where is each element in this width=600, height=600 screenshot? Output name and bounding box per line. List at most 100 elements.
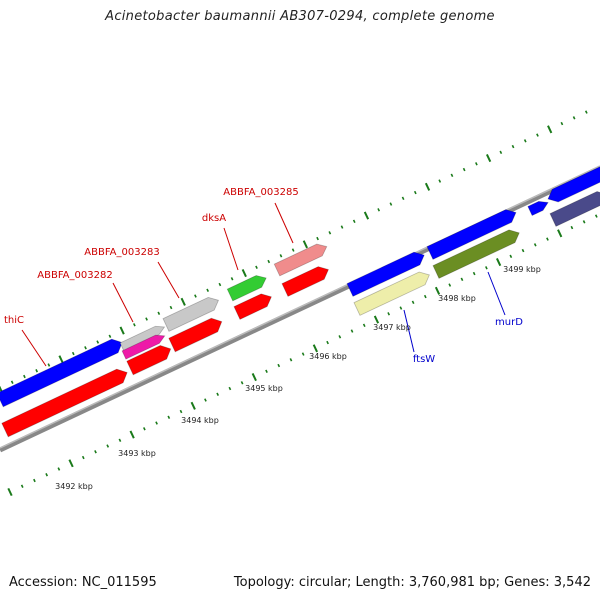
murD-gene	[432, 229, 520, 279]
dksA-gene	[226, 275, 267, 302]
minor-tick	[145, 317, 148, 321]
gene-red-3	[168, 317, 223, 353]
minor-tick	[399, 306, 403, 310]
minor-tick	[255, 265, 258, 269]
tick-label-3496-kbp: 3496 kbp	[309, 352, 347, 361]
minor-tick	[206, 288, 210, 292]
tick-label-3498-kbp: 3498 kbp	[438, 294, 476, 303]
minor-tick	[71, 351, 75, 356]
minor-tick	[194, 294, 197, 298]
minor-tick	[462, 167, 466, 172]
minor-tick	[584, 110, 588, 114]
gene-blue-5	[547, 166, 600, 203]
minor-tick	[423, 294, 427, 299]
minor-tick	[289, 358, 293, 362]
gene-red-1	[1, 368, 128, 438]
genome-backbone-highlight	[0, 165, 600, 449]
minor-tick	[240, 381, 244, 385]
gene-red-4	[233, 293, 272, 320]
minor-tick	[106, 444, 110, 448]
major-tick	[495, 258, 502, 267]
major-tick	[68, 459, 74, 468]
gene-navy	[549, 191, 600, 227]
minor-tick	[352, 219, 356, 224]
tick-label-3495-kbp: 3495 kbp	[245, 384, 283, 393]
tick-label-3499-kbp: 3499 kbp	[503, 265, 541, 274]
minor-tick	[448, 283, 452, 287]
minor-tick	[157, 311, 161, 315]
minor-tick	[218, 282, 222, 287]
major-tick	[119, 326, 125, 335]
callout-line	[21, 329, 47, 367]
minor-tick	[350, 329, 354, 333]
major-tick	[58, 355, 64, 364]
minor-tick	[45, 473, 49, 477]
callout-line	[112, 282, 134, 323]
gene-blue-4	[527, 200, 549, 217]
minor-tick	[96, 340, 100, 344]
minor-tick	[57, 467, 61, 471]
minor-tick	[204, 398, 207, 402]
minor-tick	[108, 334, 112, 338]
gene-label-murD: murD	[495, 317, 523, 328]
gene-blue-2	[346, 251, 425, 297]
major-tick	[547, 125, 553, 134]
ABBFA_003285-gene	[273, 243, 328, 277]
gene-label-dksA: dksA	[202, 213, 226, 224]
minor-tick	[472, 271, 476, 276]
gene-label-callouts: thiC ABBFA_003282 ABBFA_003283 dksA ABBFA_00…	[4, 187, 523, 367]
gene-red-5	[281, 266, 329, 297]
minor-tick	[377, 208, 381, 212]
tick-label-3493-kbp: 3493 kbp	[118, 449, 156, 458]
minor-tick	[33, 478, 36, 483]
minor-tick	[509, 254, 513, 259]
thiC-gene	[0, 338, 123, 408]
major-tick	[434, 286, 441, 295]
gene-label-ABBFA_003283: ABBFA_003283	[84, 247, 159, 258]
genome-backbone	[0, 165, 600, 453]
minor-tick	[387, 312, 391, 316]
inner-tick-track	[7, 214, 598, 497]
minor-tick	[411, 300, 415, 305]
tick-label-3497-kbp: 3497 kbp	[373, 323, 411, 332]
major-tick	[0, 385, 3, 393]
callout-line	[157, 261, 180, 299]
tick-label-3492-kbp: 3492 kbp	[55, 482, 93, 491]
tick-label-3494-kbp: 3494 kbp	[181, 416, 219, 425]
minor-tick	[536, 133, 539, 137]
minor-tick	[47, 363, 51, 367]
major-tick	[251, 372, 257, 382]
minor-tick	[570, 225, 574, 230]
major-tick	[363, 211, 370, 220]
minor-tick	[265, 369, 268, 373]
minor-tick	[143, 427, 146, 431]
gene-features	[0, 166, 600, 438]
accession-text: Accession: NC_011595	[9, 575, 157, 590]
minor-tick	[301, 352, 305, 356]
gene-label-ABBFA_003282: ABBFA_003282	[37, 270, 112, 281]
minor-tick	[450, 173, 454, 178]
minor-tick	[413, 190, 417, 195]
minor-tick	[23, 374, 26, 379]
minor-tick	[118, 438, 122, 442]
minor-tick	[267, 259, 271, 264]
minor-tick	[362, 323, 366, 328]
minor-tick	[94, 450, 97, 454]
minor-tick	[328, 231, 332, 235]
minor-tick	[582, 220, 586, 224]
gene-label-thiC: thiC	[4, 315, 24, 326]
minor-tick	[546, 237, 549, 241]
minor-tick	[326, 340, 329, 345]
gene-blue-3	[426, 209, 517, 260]
gene-magenta	[121, 334, 166, 360]
major-tick	[312, 344, 318, 353]
callout-line	[403, 309, 415, 353]
major-tick	[302, 240, 308, 249]
minor-tick	[594, 214, 598, 218]
minor-tick	[340, 225, 344, 229]
gene-gray-1	[119, 325, 166, 352]
gene-label-ABBFA_003285: ABBFA_003285	[223, 187, 298, 198]
major-tick	[373, 315, 380, 324]
minor-tick	[560, 121, 564, 126]
